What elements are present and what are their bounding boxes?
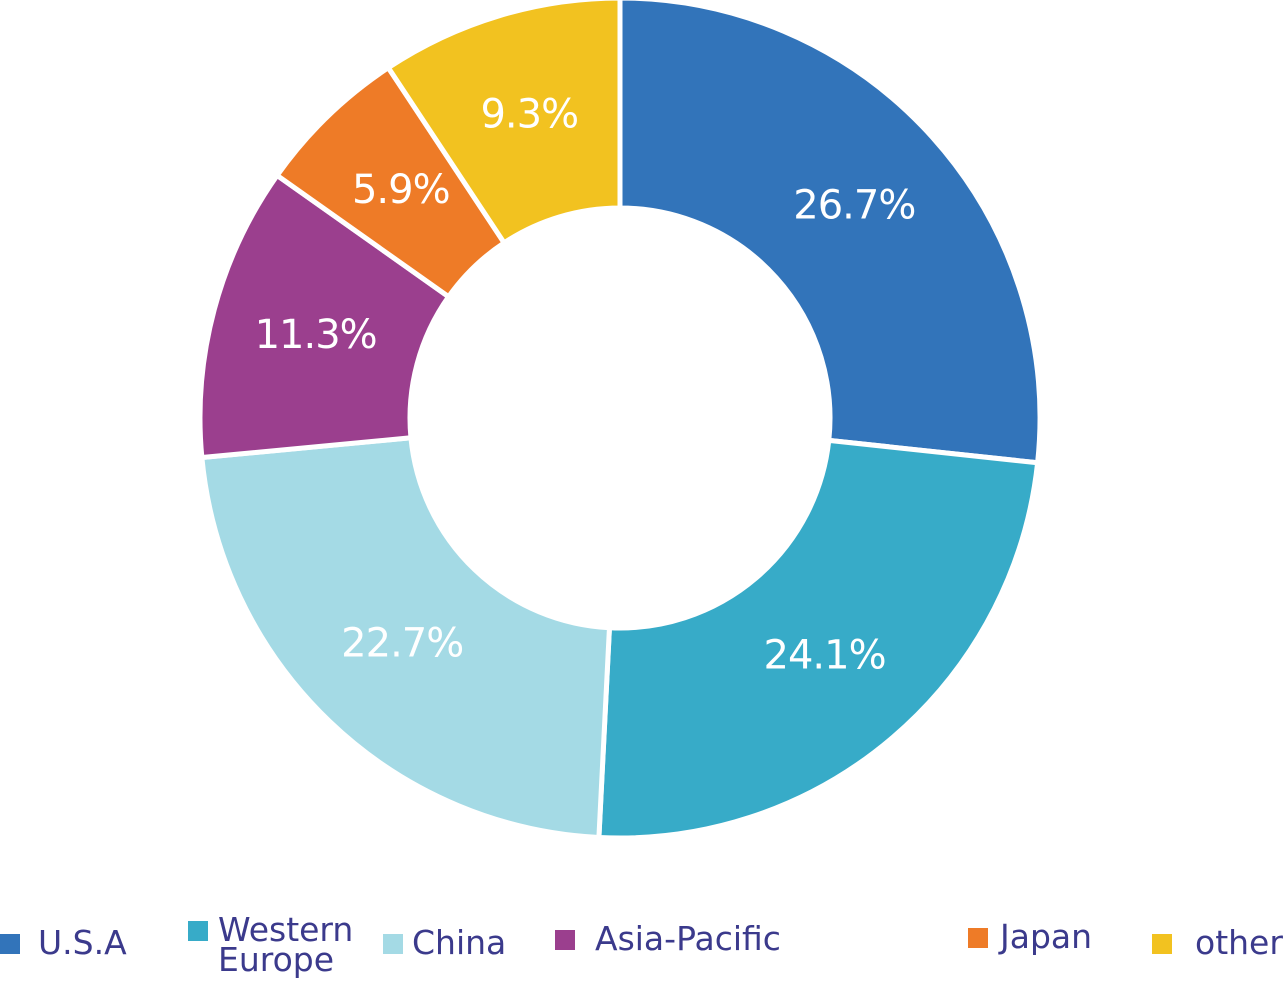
chart: 26.7% 24.1% 22.7% 11.3% 5.9% 9.3% xyxy=(197,0,1043,841)
value-label: 5.9% xyxy=(352,167,450,213)
legend-swatch xyxy=(383,934,403,954)
legend-item: other xyxy=(1152,923,1287,962)
value-label: 22.7% xyxy=(341,621,463,667)
value-label: 9.3% xyxy=(480,91,578,137)
legend-swatch xyxy=(968,928,988,948)
donut-slice xyxy=(197,171,453,461)
legend-item: U.S.A xyxy=(0,923,188,962)
legend-item: Western Europe xyxy=(188,910,358,979)
donut-slice xyxy=(596,437,1041,841)
legend-swatch xyxy=(555,930,575,950)
legend-item: Asia-Pacific xyxy=(555,919,815,958)
value-label: 24.1% xyxy=(764,633,886,679)
donut-slice xyxy=(617,0,1043,466)
legend-label: Japan xyxy=(1000,917,1093,956)
donut-slice xyxy=(199,435,613,841)
legend-label: China xyxy=(412,923,507,962)
value-label: 11.3% xyxy=(255,312,377,358)
legend-label: other xyxy=(1195,923,1283,962)
legend-swatch xyxy=(0,934,20,954)
legend-item: Japan xyxy=(968,917,1120,956)
legend-item: China xyxy=(383,923,522,962)
legend-label: Western Europe xyxy=(218,910,354,979)
legend-swatch xyxy=(188,921,208,941)
legend-swatch xyxy=(1152,934,1172,954)
value-label: 26.7% xyxy=(793,182,915,228)
legend-label: U.S.A xyxy=(38,923,127,962)
donut-slice xyxy=(384,0,623,247)
legend-label: Asia-Pacific xyxy=(595,919,781,958)
